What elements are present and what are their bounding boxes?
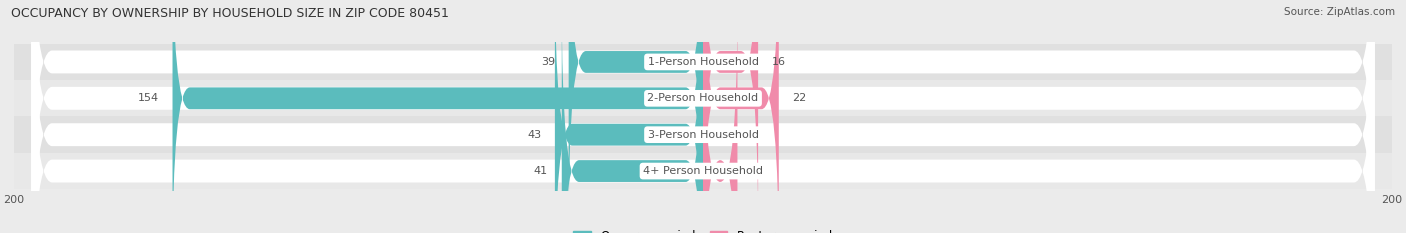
Text: 43: 43	[527, 130, 541, 140]
FancyBboxPatch shape	[31, 0, 1375, 233]
Text: 41: 41	[534, 166, 548, 176]
Bar	[14, 80, 1392, 116]
Bar	[14, 116, 1392, 153]
FancyBboxPatch shape	[555, 0, 703, 233]
Text: OCCUPANCY BY OWNERSHIP BY HOUSEHOLD SIZE IN ZIP CODE 80451: OCCUPANCY BY OWNERSHIP BY HOUSEHOLD SIZE…	[11, 7, 449, 20]
Text: 4+ Person Household: 4+ Person Household	[643, 166, 763, 176]
Text: 2-Person Household: 2-Person Household	[647, 93, 759, 103]
Text: 39: 39	[541, 57, 555, 67]
Text: 154: 154	[138, 93, 159, 103]
FancyBboxPatch shape	[31, 0, 1375, 233]
Bar	[14, 44, 1392, 80]
Text: 0: 0	[717, 130, 724, 140]
FancyBboxPatch shape	[31, 0, 1375, 233]
Text: 3-Person Household: 3-Person Household	[648, 130, 758, 140]
Text: 1-Person Household: 1-Person Household	[648, 57, 758, 67]
FancyBboxPatch shape	[562, 0, 703, 233]
Text: 22: 22	[793, 93, 807, 103]
FancyBboxPatch shape	[31, 0, 1375, 233]
Text: Source: ZipAtlas.com: Source: ZipAtlas.com	[1284, 7, 1395, 17]
FancyBboxPatch shape	[568, 0, 703, 233]
FancyBboxPatch shape	[703, 0, 758, 233]
Bar	[14, 153, 1392, 189]
Text: 10: 10	[751, 166, 765, 176]
FancyBboxPatch shape	[703, 0, 738, 233]
Text: 16: 16	[772, 57, 786, 67]
FancyBboxPatch shape	[703, 0, 779, 233]
Legend: Owner-occupied, Renter-occupied: Owner-occupied, Renter-occupied	[568, 225, 838, 233]
FancyBboxPatch shape	[173, 0, 703, 233]
